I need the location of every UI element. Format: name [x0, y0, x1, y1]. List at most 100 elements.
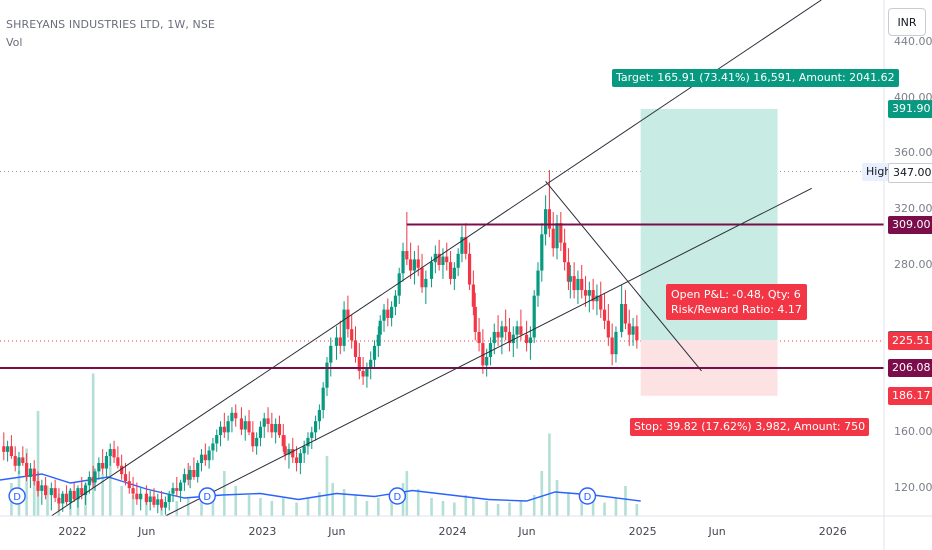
candle-body [338, 337, 342, 346]
candle-body [365, 368, 369, 377]
pnl-line: Open P&L: -0.48, Qty: 6 [671, 288, 801, 302]
candle-body [91, 476, 95, 483]
candle-body [64, 493, 69, 503]
candle-body [488, 343, 493, 358]
candle-body [239, 418, 244, 430]
candle-body [563, 242, 567, 263]
high-label: High [862, 162, 896, 181]
price-tick-label: 400.00 [894, 90, 932, 104]
volume-bar [234, 486, 238, 516]
candle-body [342, 309, 346, 346]
candle-body [631, 326, 635, 335]
candle-body [452, 267, 456, 279]
candle-body [76, 488, 80, 500]
candle-body [49, 488, 53, 496]
candle-body [25, 463, 29, 477]
volume-bar [591, 501, 595, 516]
volume-bar [295, 502, 298, 516]
candle-body [152, 496, 156, 505]
candle-body [496, 331, 500, 338]
volume-bar [532, 495, 536, 516]
dividend-marker [578, 487, 597, 505]
time-tick-label: 2023 [248, 525, 277, 538]
time-tick-label: Jun [328, 525, 346, 538]
candle-body [247, 421, 251, 433]
time-tick-label: Jun [518, 525, 536, 538]
volume-bar [580, 498, 584, 516]
volume-bar [614, 498, 618, 516]
volume-bar [540, 471, 544, 516]
candle-body [441, 256, 445, 265]
candle-body [334, 337, 339, 346]
candle-body [203, 454, 207, 461]
candle-body [467, 253, 472, 285]
volume-bar [472, 498, 475, 516]
target-label[interactable]: Target: 165.91 (73.41%) 16,591, Amount: … [612, 68, 899, 87]
candle-body [123, 474, 128, 482]
candle-body [614, 331, 618, 355]
candle-body [433, 253, 437, 263]
candle-body [409, 259, 413, 271]
price-tick-label: 160.00 [894, 425, 932, 439]
candle-body [28, 468, 33, 477]
candle-body [186, 474, 190, 480]
candle-body [6, 446, 10, 452]
volume-bar [390, 493, 393, 516]
candle-body [251, 432, 255, 447]
candle-body [623, 304, 628, 324]
candle-body [218, 426, 223, 436]
volume-bar [131, 495, 135, 516]
stop-label[interactable]: Stop: 39.82 (17.62%) 3,982, Amount: 750 [630, 417, 870, 436]
candle-body [104, 456, 109, 469]
candle-body [504, 326, 508, 332]
candle-body [555, 223, 559, 249]
candle-body [477, 331, 481, 344]
candle-body [44, 485, 48, 496]
candle-body [386, 309, 390, 318]
candle-body [302, 446, 306, 454]
volume-bar [32, 478, 36, 516]
candle-body [528, 337, 532, 344]
volume-bar [508, 502, 511, 516]
candle-body [281, 435, 285, 447]
candle-body [234, 412, 238, 419]
candle-body [80, 488, 84, 496]
candle-body [572, 276, 576, 291]
volume-bar [354, 495, 357, 516]
candle-body [258, 426, 263, 438]
position-zones[interactable] [640, 108, 778, 396]
volume-bar [120, 486, 123, 516]
candle-body [599, 295, 603, 310]
volume-bar [318, 492, 321, 516]
candle-body [255, 437, 259, 447]
candle-body [306, 437, 310, 447]
volume-bar [331, 483, 334, 516]
candle-body [310, 432, 314, 438]
candle-body [243, 421, 247, 430]
volume-bar [325, 456, 329, 516]
candle-body [583, 290, 588, 296]
candle-body [53, 488, 57, 498]
candle-body [277, 423, 282, 436]
candle-body [222, 426, 226, 433]
candle-body [196, 463, 200, 477]
candle-body [424, 278, 428, 288]
candle-body [108, 449, 112, 457]
candle-body [325, 362, 329, 388]
candle-body [606, 320, 610, 338]
candle-body [568, 276, 572, 282]
candle-body [226, 421, 230, 433]
volume-bar [635, 504, 639, 516]
candle-body [511, 334, 515, 344]
candle-body [519, 326, 523, 335]
candle-body [283, 446, 287, 455]
currency-button[interactable]: INR [888, 8, 926, 36]
volume-bar [624, 486, 627, 516]
candle-body [61, 493, 65, 504]
candle-body [357, 357, 361, 371]
candle-body [580, 278, 584, 291]
trend-line [165, 187, 812, 517]
pnl-label[interactable]: Open P&L: -0.48, Qty: 6 Risk/Reward Rati… [666, 284, 807, 321]
